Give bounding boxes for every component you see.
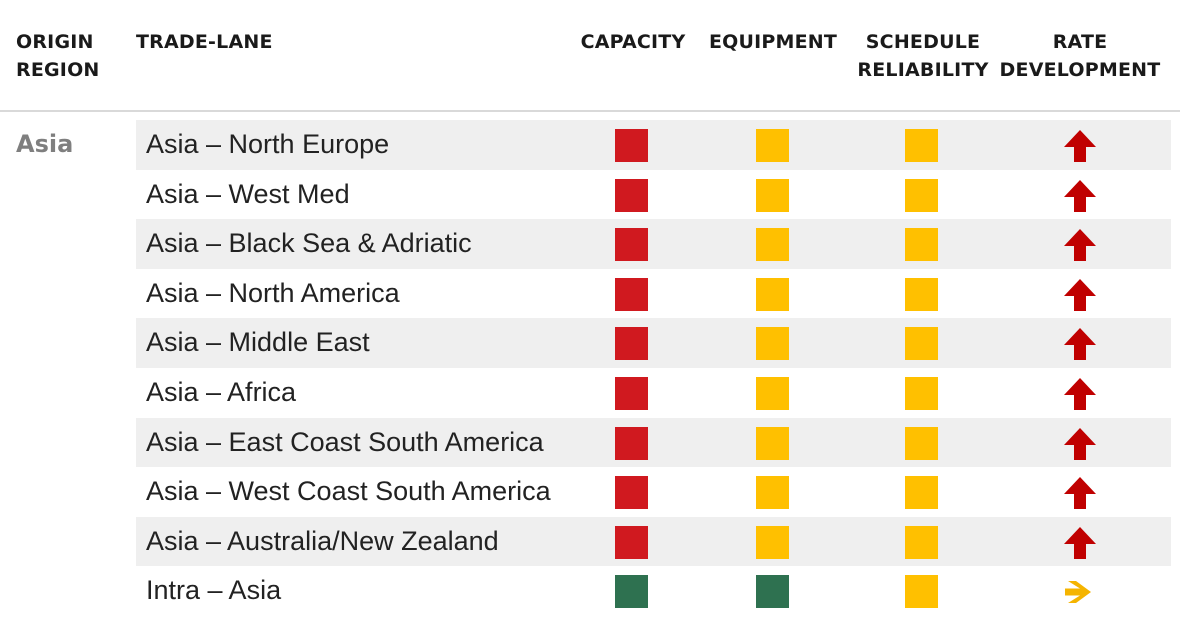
trade-lane-name: Asia – Middle East xyxy=(146,327,370,358)
schedule-status-indicator xyxy=(905,228,938,262)
header-equipment: EQUIPMENT xyxy=(708,31,838,53)
header-schedule-line2: RELIABILITY xyxy=(857,59,989,81)
header-rate-line2: DEVELOPMENT xyxy=(999,59,1161,81)
capacity-status-indicator xyxy=(615,525,648,559)
arrow-up-icon xyxy=(1064,328,1096,361)
schedule-status-indicator xyxy=(905,426,938,460)
schedule-status-indicator xyxy=(905,178,938,212)
schedule-status-indicator xyxy=(905,575,938,609)
header-divider xyxy=(0,110,1180,112)
equipment-status-indicator xyxy=(756,376,789,410)
arrow-up-icon xyxy=(1064,377,1096,410)
table-row: Asia – Australia/New Zealand xyxy=(136,516,1171,567)
equipment-status-indicator xyxy=(756,178,789,212)
trade-lane-table: Asia – North Europe Asia – West Med Asia –… xyxy=(136,120,1171,616)
schedule-status-indicator xyxy=(905,376,938,410)
equipment-status-indicator xyxy=(756,575,789,609)
arrow-up-icon xyxy=(1064,278,1096,311)
trade-lane-name: Asia – Black Sea & Adriatic xyxy=(146,228,472,259)
arrow-up-icon xyxy=(1064,229,1096,262)
table-row: Asia – West Med xyxy=(136,170,1171,220)
header-origin-region-line1: ORIGIN xyxy=(16,31,94,53)
arrow-up-icon xyxy=(1064,477,1096,510)
trade-lane-name: Asia – Australia/New Zealand xyxy=(146,525,499,556)
schedule-status-indicator xyxy=(905,277,938,311)
trade-lane-name: Asia – West Med xyxy=(146,178,350,209)
capacity-status-indicator xyxy=(615,129,648,162)
schedule-status-indicator xyxy=(905,476,938,510)
table-row: Asia – Middle East xyxy=(136,318,1171,368)
header-origin-region: ORIGIN REGION xyxy=(16,28,100,84)
schedule-status-indicator xyxy=(905,129,938,162)
capacity-status-indicator xyxy=(615,178,648,212)
trade-lane-name: Asia – Africa xyxy=(146,376,297,407)
header-rate-line1: RATE xyxy=(1052,31,1108,53)
arrow-right-icon xyxy=(1065,581,1091,604)
arrow-up-icon xyxy=(1064,130,1096,162)
arrow-up-icon xyxy=(1064,427,1096,460)
trade-lane-name: Asia – North Europe xyxy=(146,129,390,159)
table-row: Asia – Africa xyxy=(136,368,1171,418)
trade-lane-name: Asia – West Coast South America xyxy=(146,476,551,507)
equipment-status-indicator xyxy=(756,277,789,311)
origin-region-label: Asia xyxy=(16,130,74,158)
arrow-up-icon xyxy=(1064,526,1096,559)
capacity-status-indicator xyxy=(615,228,648,262)
header-origin-region-line2: REGION xyxy=(16,59,100,81)
capacity-status-indicator xyxy=(615,376,648,410)
header-schedule-line1: SCHEDULE xyxy=(865,31,981,53)
trade-lane-name: Asia – North America xyxy=(146,277,400,308)
trade-lane-name: Asia – East Coast South America xyxy=(146,426,544,457)
schedule-status-indicator xyxy=(905,525,938,559)
table-row: Asia – North Europe xyxy=(136,120,1171,170)
equipment-status-indicator xyxy=(756,476,789,510)
capacity-status-indicator xyxy=(615,277,648,311)
arrow-up-icon xyxy=(1064,179,1096,212)
table-row: Asia – East Coast South America xyxy=(136,417,1171,468)
capacity-status-indicator xyxy=(615,575,648,609)
header-trade-lane: TRADE-LANE xyxy=(136,31,273,53)
capacity-status-indicator xyxy=(615,327,648,361)
table-row: Asia – West Coast South America xyxy=(136,467,1171,517)
table-row: Intra – Asia xyxy=(136,566,1171,616)
trade-lane-name: Intra – Asia xyxy=(146,575,282,606)
header-rate-development: RATE DEVELOPMENT xyxy=(994,28,1166,84)
table-row: Asia – North America xyxy=(136,269,1171,319)
equipment-status-indicator xyxy=(756,525,789,559)
capacity-status-indicator xyxy=(615,476,648,510)
table-row: Asia – Black Sea & Adriatic xyxy=(136,219,1171,269)
equipment-status-indicator xyxy=(756,426,789,460)
header-schedule-reliability: SCHEDULE RELIABILITY xyxy=(856,28,990,84)
equipment-status-indicator xyxy=(756,327,789,361)
schedule-status-indicator xyxy=(905,327,938,361)
equipment-status-indicator xyxy=(756,129,789,162)
header-capacity: CAPACITY xyxy=(580,31,686,53)
equipment-status-indicator xyxy=(756,228,789,262)
capacity-status-indicator xyxy=(615,426,648,460)
